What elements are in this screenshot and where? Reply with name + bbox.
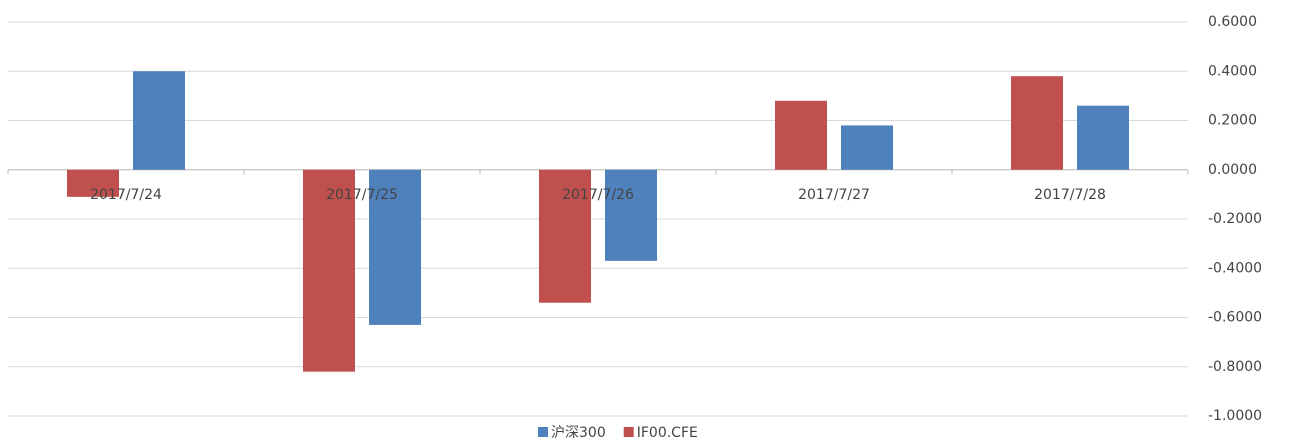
bar — [841, 125, 893, 170]
y-tick-label: -0.8000 — [1208, 359, 1262, 375]
bar — [369, 169, 421, 325]
legend-label: IF00.CFE — [637, 425, 698, 441]
bar — [605, 169, 657, 261]
legend-swatch — [623, 427, 634, 437]
y-tick-label: -0.6000 — [1208, 310, 1262, 326]
y-tick-label: -0.4000 — [1208, 260, 1262, 276]
bar — [303, 169, 355, 372]
y-tick-label: -1.0000 — [1208, 408, 1262, 424]
bar — [539, 169, 591, 303]
y-tick-label: 0.2000 — [1208, 113, 1257, 129]
bar — [1077, 105, 1129, 170]
x-tick-label: 2017/7/26 — [562, 187, 634, 203]
bar — [67, 169, 119, 197]
bar — [133, 71, 185, 170]
y-tick-label: -0.2000 — [1208, 211, 1262, 227]
bar — [1011, 76, 1063, 170]
bar — [775, 100, 827, 170]
legend-swatch — [538, 427, 548, 437]
legend-label: 沪深300 — [551, 425, 606, 441]
x-tick-label: 2017/7/25 — [326, 187, 398, 203]
x-tick-label: 2017/7/27 — [798, 187, 870, 203]
x-tick-label: 2017/7/28 — [1034, 187, 1106, 203]
y-tick-label: 0.6000 — [1208, 14, 1257, 30]
y-tick-label: 0.0000 — [1208, 162, 1257, 178]
y-tick-label: 0.4000 — [1208, 63, 1257, 79]
x-tick-label: 2017/7/24 — [90, 187, 162, 203]
